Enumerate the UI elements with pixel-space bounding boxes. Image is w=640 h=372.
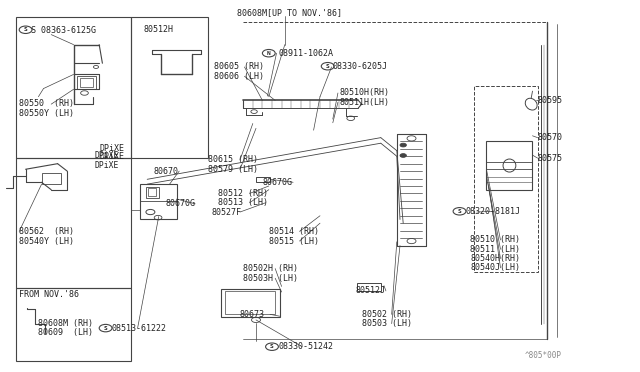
- Bar: [77, 76, 96, 89]
- Text: 80606 (LH): 80606 (LH): [214, 72, 264, 81]
- Text: 80502 (RH): 80502 (RH): [362, 310, 412, 319]
- Circle shape: [400, 154, 406, 157]
- Bar: [42, 173, 61, 184]
- Text: 80510 (RH): 80510 (RH): [470, 235, 520, 244]
- Text: 08513-61222: 08513-61222: [112, 324, 167, 333]
- Text: 80511H(LH): 80511H(LH): [339, 98, 389, 107]
- Text: S 08363-6125G: S 08363-6125G: [31, 26, 96, 35]
- Text: DPiXE: DPiXE: [99, 144, 124, 153]
- Bar: [146, 187, 159, 198]
- Bar: [486, 141, 532, 190]
- Text: 80579 (LH): 80579 (LH): [208, 165, 258, 174]
- Text: 80570: 80570: [538, 133, 563, 142]
- Text: 80503H (LH): 80503H (LH): [243, 274, 298, 283]
- Bar: [80, 78, 93, 87]
- Bar: [256, 177, 270, 182]
- Text: 08330-6205J: 08330-6205J: [333, 62, 388, 71]
- Text: S: S: [24, 27, 28, 32]
- Text: 80527F: 80527F: [211, 208, 241, 217]
- Bar: [16, 17, 131, 158]
- Text: 80608M (RH): 80608M (RH): [38, 319, 93, 328]
- Text: 80670: 80670: [154, 167, 179, 176]
- Text: 08330-51242: 08330-51242: [278, 342, 333, 351]
- Bar: [357, 283, 381, 291]
- Text: 80575: 80575: [538, 154, 563, 163]
- Bar: [140, 184, 177, 219]
- Bar: [16, 288, 131, 361]
- Bar: [131, 17, 208, 158]
- Bar: [474, 86, 538, 272]
- Text: 80540J(LH): 80540J(LH): [470, 263, 520, 272]
- Text: 80512H: 80512H: [144, 25, 174, 34]
- Text: 80512J: 80512J: [355, 286, 385, 295]
- Text: 80540Y (LH): 80540Y (LH): [19, 237, 74, 246]
- Text: 80608M[UP TO NOV.'86]: 80608M[UP TO NOV.'86]: [237, 9, 342, 17]
- Bar: [221, 289, 280, 317]
- Text: 80550  (RH): 80550 (RH): [19, 99, 74, 108]
- Text: DPiXE: DPiXE: [99, 152, 124, 161]
- Text: DPiXE: DPiXE: [94, 161, 118, 170]
- Text: 80670G: 80670G: [165, 199, 195, 208]
- Text: 80502H (RH): 80502H (RH): [243, 264, 298, 273]
- Text: 80605 (RH): 80605 (RH): [214, 62, 264, 71]
- Text: 80512 (RH): 80512 (RH): [218, 189, 268, 198]
- Bar: [16, 158, 131, 288]
- Text: S: S: [458, 209, 461, 214]
- Text: 80515 (LH): 80515 (LH): [269, 237, 319, 246]
- Text: FROM NOV.'86: FROM NOV.'86: [19, 290, 79, 299]
- Text: ^805*00P: ^805*00P: [525, 351, 562, 360]
- Text: 80595: 80595: [538, 96, 563, 105]
- Text: 08911-1062A: 08911-1062A: [278, 49, 333, 58]
- Text: S: S: [270, 344, 274, 349]
- Text: 80609  (LH): 80609 (LH): [38, 328, 93, 337]
- Bar: [225, 291, 275, 314]
- Text: 80673: 80673: [240, 310, 265, 319]
- Text: S: S: [326, 64, 330, 69]
- Text: 80510H(RH): 80510H(RH): [339, 89, 389, 97]
- Text: 80615 (RH): 80615 (RH): [208, 155, 258, 164]
- Bar: [148, 188, 156, 196]
- Text: 80514 (RH): 80514 (RH): [269, 227, 319, 236]
- Text: DPiXE: DPiXE: [94, 151, 118, 160]
- Text: 80670G: 80670G: [262, 178, 292, 187]
- Text: 80540H(RH): 80540H(RH): [470, 254, 520, 263]
- Text: 80511 (LH): 80511 (LH): [470, 245, 520, 254]
- Text: 80562  (RH): 80562 (RH): [19, 227, 74, 236]
- Text: 80503 (LH): 80503 (LH): [362, 319, 412, 328]
- Text: N: N: [267, 51, 271, 56]
- Text: 80550Y (LH): 80550Y (LH): [19, 109, 74, 118]
- Circle shape: [400, 143, 406, 147]
- Text: 08320-8181J: 08320-8181J: [466, 207, 521, 216]
- Text: S: S: [104, 326, 108, 331]
- Text: 80513 (LH): 80513 (LH): [218, 198, 268, 207]
